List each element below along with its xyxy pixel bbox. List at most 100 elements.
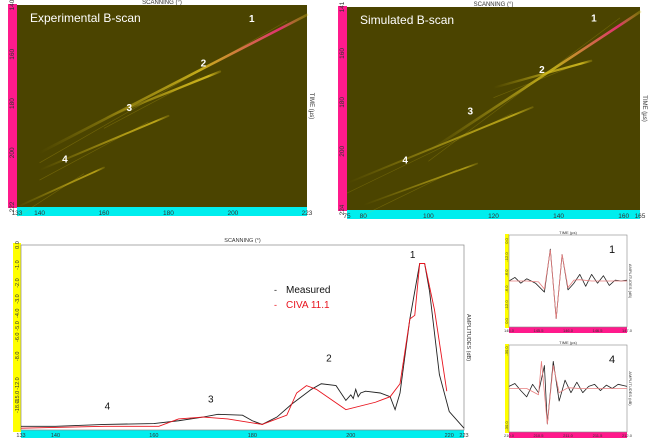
x-tick-label: 133 — [16, 433, 25, 439]
x-tick-label: 160 — [99, 210, 110, 217]
series-line-civa-11-1 — [20, 263, 448, 429]
echo-ghost-line — [16, 173, 85, 218]
y-tick-label: 160 — [9, 48, 16, 59]
legend-marker: - — [274, 285, 277, 295]
y-tick-label: 140 — [9, 0, 16, 10]
legend-entry: CIVA 11.1 — [286, 300, 330, 311]
echo-line — [16, 166, 105, 208]
echo-ghost-line — [39, 121, 149, 181]
x-tick-label: 165 — [635, 213, 646, 220]
x-tick-label: 180 — [163, 210, 174, 217]
ascan-label: 4 — [609, 354, 615, 366]
x-tick-label: 211.0 — [563, 433, 573, 438]
y-tick-label: 224 — [339, 204, 346, 215]
echo-line — [102, 70, 222, 120]
y-tick-label: -5.0 — [15, 321, 21, 330]
x-axis-bar — [509, 327, 627, 333]
y-tick-label: -6.0 — [504, 285, 509, 293]
bscan-image — [17, 5, 307, 207]
x-axis-title: SCANNING (°) — [142, 0, 182, 6]
y-axis-title: TIME (µs) — [641, 95, 647, 121]
y-axis-title: AMPLITUDES (dB) — [465, 314, 471, 361]
series-line-civa-11-1 — [509, 249, 627, 319]
y-tick-label: 160 — [339, 48, 346, 59]
echo-line — [427, 10, 642, 153]
y-tick-label: -1.0 — [15, 260, 21, 269]
series-line-civa-11-1 — [509, 360, 627, 425]
x-tick-label: 212.0 — [622, 433, 633, 438]
y-axis-bar — [505, 234, 509, 328]
ascan-label: 1 — [609, 244, 615, 256]
echo-label: 2 — [201, 59, 207, 70]
x-tick-label: 80 — [360, 213, 368, 220]
x-tick-label: 200 — [227, 210, 238, 217]
amplitude-plot: SCANNING (°) AMPLITUDES (dB) 133 140 160 180 2… — [13, 238, 471, 439]
y-tick-label: -15.0 — [15, 391, 21, 404]
x-axis-bar — [509, 432, 627, 438]
echo-ghost-line — [346, 113, 513, 194]
bscan-panel-0: SCANNING (°) TIME (µs) 133 140 160 180 200 223 1… — [8, 0, 314, 218]
x-axis-bar — [347, 210, 640, 219]
peak-label: 2 — [326, 354, 332, 365]
y-tick-label: -30.0 — [504, 346, 509, 356]
x-tick-label: 223 — [302, 210, 313, 217]
y-tick-label: -8.0 — [15, 352, 21, 361]
y-tick-label: -4.0 — [15, 309, 21, 318]
x-tick-label: 140 — [553, 213, 564, 220]
y-tick-label: -12.0 — [504, 252, 509, 262]
x-tick-label: 75 — [343, 213, 351, 220]
series-line-measured — [508, 360, 628, 425]
x-axis-title: SCANNING (°) — [474, 2, 514, 8]
echo-label: 1 — [591, 14, 597, 25]
x-axis-bar — [17, 207, 307, 216]
x-tick-label: 140 — [34, 210, 45, 217]
echo-line — [38, 13, 309, 155]
y-tick-label: -6.0 — [15, 333, 21, 342]
x-axis-title: TIME (µs) — [559, 340, 577, 345]
echo-label: 3 — [127, 103, 133, 114]
x-tick-label: 160 — [149, 433, 158, 439]
x-tick-label: 140 — [51, 433, 60, 439]
y-axis-bar — [505, 344, 509, 433]
y-axis-title: AMPLITUDES (dB) — [628, 264, 633, 299]
peak-label: 3 — [208, 394, 214, 405]
x-tick-label: 145.5 — [533, 328, 544, 333]
x-axis-title: SCANNING (°) — [224, 238, 261, 244]
bscan-title: Experimental B-scan — [30, 11, 141, 25]
bscan-panel-1: SCANNING (°) TIME (µs) 75 80 100 120 140 160 165… — [338, 1, 647, 220]
echo-line — [362, 162, 479, 206]
y-tick-label: 0.0 — [504, 317, 509, 323]
y-axis-bar — [338, 6, 347, 211]
y-tick-label: -30.0 — [504, 421, 509, 431]
y-tick-label: 141 — [339, 1, 346, 12]
y-tick-label: -18.0 — [15, 400, 21, 413]
y-tick-label: -12.0 — [504, 300, 509, 310]
y-axis-title: TIME (µs) — [308, 93, 314, 119]
ascan-plot-4: TIME (µs) AMPLITUDES (dB) 210.0 210.5 211.0 2… — [504, 340, 633, 438]
ascan-plot-1: TIME (µs) AMPLITUDES (dB) 145.0 145.5 146.0 1… — [504, 230, 633, 333]
x-tick-label: 220 — [445, 433, 454, 439]
peak-label: 4 — [105, 402, 111, 413]
y-tick-label: 0.0 — [504, 237, 509, 243]
x-tick-label: 100 — [423, 213, 434, 220]
y-tick-label: -2.0 — [15, 278, 21, 287]
y-tick-label: -12.0 — [15, 377, 21, 390]
x-tick-label: 223 — [459, 433, 468, 439]
x-tick-label: 160 — [618, 213, 629, 220]
y-tick-label: 180 — [339, 97, 346, 108]
echo-line — [492, 59, 593, 89]
legend-entry: Measured — [286, 285, 330, 296]
x-axis-title: TIME (µs) — [559, 230, 577, 235]
series-line-measured — [508, 248, 628, 319]
echo-ghost-line — [493, 66, 572, 98]
y-axis-bar — [13, 243, 21, 432]
y-tick-label: 0.0 — [15, 241, 21, 249]
echo-label: 3 — [467, 107, 473, 118]
echo-label: 4 — [62, 155, 68, 166]
y-tick-label: -6.0 — [504, 269, 509, 277]
x-tick-label: 200 — [346, 433, 355, 439]
y-tick-label: 222 — [9, 201, 16, 212]
y-tick-label: 180 — [9, 98, 16, 109]
x-axis-bar — [21, 430, 464, 438]
